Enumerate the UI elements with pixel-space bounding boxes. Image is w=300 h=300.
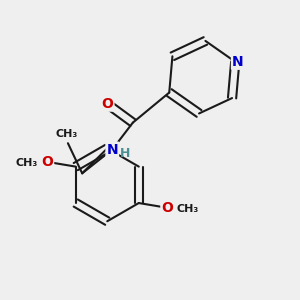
Text: CH₃: CH₃ [55, 129, 77, 139]
Text: CH₃: CH₃ [177, 204, 199, 214]
Text: N: N [106, 142, 118, 157]
Text: O: O [161, 201, 173, 215]
Text: CH₃: CH₃ [16, 158, 38, 169]
Text: H: H [120, 147, 131, 160]
Text: O: O [102, 97, 113, 111]
Text: O: O [41, 155, 53, 169]
Text: N: N [232, 55, 244, 69]
